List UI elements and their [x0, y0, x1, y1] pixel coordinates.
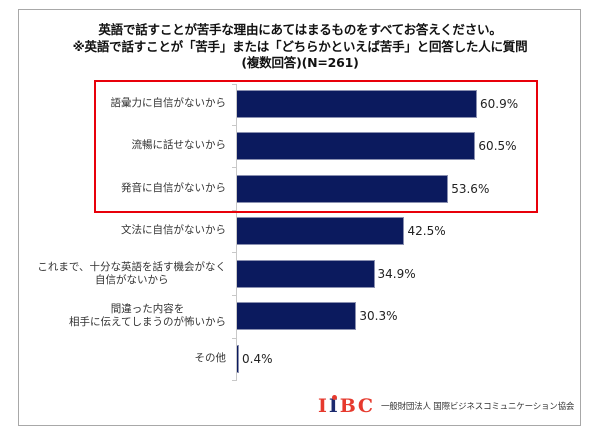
- axis-tick: [232, 84, 236, 85]
- axis-tick: [232, 295, 236, 296]
- bar-value-label: 60.5%: [478, 139, 517, 153]
- bar-row-vocabulary: 語彙力に自信がないから 60.9%: [0, 90, 600, 118]
- bar-row-few-opportunities: これまで、十分な英語を話す機会がなく 自信がないから 34.9%: [0, 260, 600, 288]
- bar-label-line: その他: [194, 352, 227, 365]
- bar-value-label: 60.9%: [480, 97, 519, 111]
- axis-tick: [232, 210, 236, 211]
- bar-label: 発音に自信がないから: [121, 175, 226, 203]
- bar-label: これまで、十分な英語を話す機会がなく 自信がないから: [37, 260, 226, 288]
- bar-label: 流暢に話せないから: [132, 132, 227, 160]
- title-line-1: 英語で話すことが苦手な理由にあてはまるものをすべてお答えください。: [98, 22, 502, 37]
- bar-label-line: 文法に自信がないから: [121, 224, 226, 237]
- bar-label-line: これまで、十分な英語を話す機会がなく: [37, 260, 226, 273]
- axis-tick: [232, 167, 236, 168]
- chart-title: 英語で話すことが苦手な理由にあてはまるものをすべてお答えください。 ※英語で話す…: [0, 22, 600, 72]
- bar: [237, 260, 375, 288]
- axis-tick: [232, 380, 236, 381]
- category-axis: [236, 84, 237, 381]
- bar-value-label: 34.9%: [377, 267, 416, 281]
- axis-tick: [232, 252, 236, 253]
- iibc-logo-mark: I I B C: [318, 395, 375, 417]
- bar-label-line: 自信がないから: [94, 274, 169, 286]
- bar-label-line: 発音に自信がないから: [121, 182, 226, 195]
- org-name: 一般財団法人 国際ビジネスコミュニケーション協会: [380, 402, 575, 412]
- bar: [237, 175, 449, 203]
- bar-row-fear-of-mistakes: 間違った内容を 相手に伝えてしまうのが怖いから 30.3%: [0, 302, 600, 330]
- bar: [237, 132, 476, 160]
- axis-tick: [232, 125, 236, 126]
- logo-letter: B: [339, 395, 358, 417]
- bar: [237, 302, 357, 330]
- bar-row-grammar: 文法に自信がないから 42.5%: [0, 217, 600, 245]
- bar: [237, 90, 477, 118]
- bar-label-line: 語彙力に自信がないから: [110, 97, 227, 110]
- bar-row-pronunciation: 発音に自信がないから 53.6%: [0, 175, 600, 203]
- bar-label-line: 相手に伝えてしまうのが怖いから: [69, 316, 226, 328]
- logo-letter: I: [318, 395, 329, 417]
- bar-value-label: 30.3%: [359, 309, 398, 323]
- iibc-logo: I I B C 一般財団法人 国際ビジネスコミュニケーション協会: [318, 395, 574, 417]
- bar-label: その他: [195, 345, 227, 373]
- bar-row-other: その他 0.4%: [0, 345, 600, 373]
- logo-letter: I: [328, 395, 340, 417]
- bar: [237, 345, 239, 373]
- bar-label: 語彙力に自信がないから: [111, 90, 227, 118]
- bar-row-fluency: 流暢に話せないから 60.5%: [0, 132, 600, 160]
- bar-value-label: 0.4%: [242, 352, 273, 366]
- bar: [237, 217, 405, 245]
- bar-value-label: 42.5%: [407, 224, 446, 238]
- bar-label: 文法に自信がないから: [121, 217, 226, 245]
- bar-label-line: 流暢に話せないから: [131, 139, 227, 152]
- axis-tick: [232, 338, 236, 339]
- bar-label: 間違った内容を 相手に伝えてしまうのが怖いから: [69, 302, 226, 330]
- bar-label-line: 間違った内容を: [110, 302, 185, 315]
- title-line-3: (複数回答)(N=261): [241, 55, 359, 70]
- bar-value-label: 53.6%: [451, 182, 490, 196]
- highlight-box: [94, 80, 538, 213]
- logo-letter: C: [357, 395, 375, 417]
- title-line-2: ※英語で話すことが「苦手」または「どちらかといえば苦手」と回答した人に質問: [72, 38, 528, 54]
